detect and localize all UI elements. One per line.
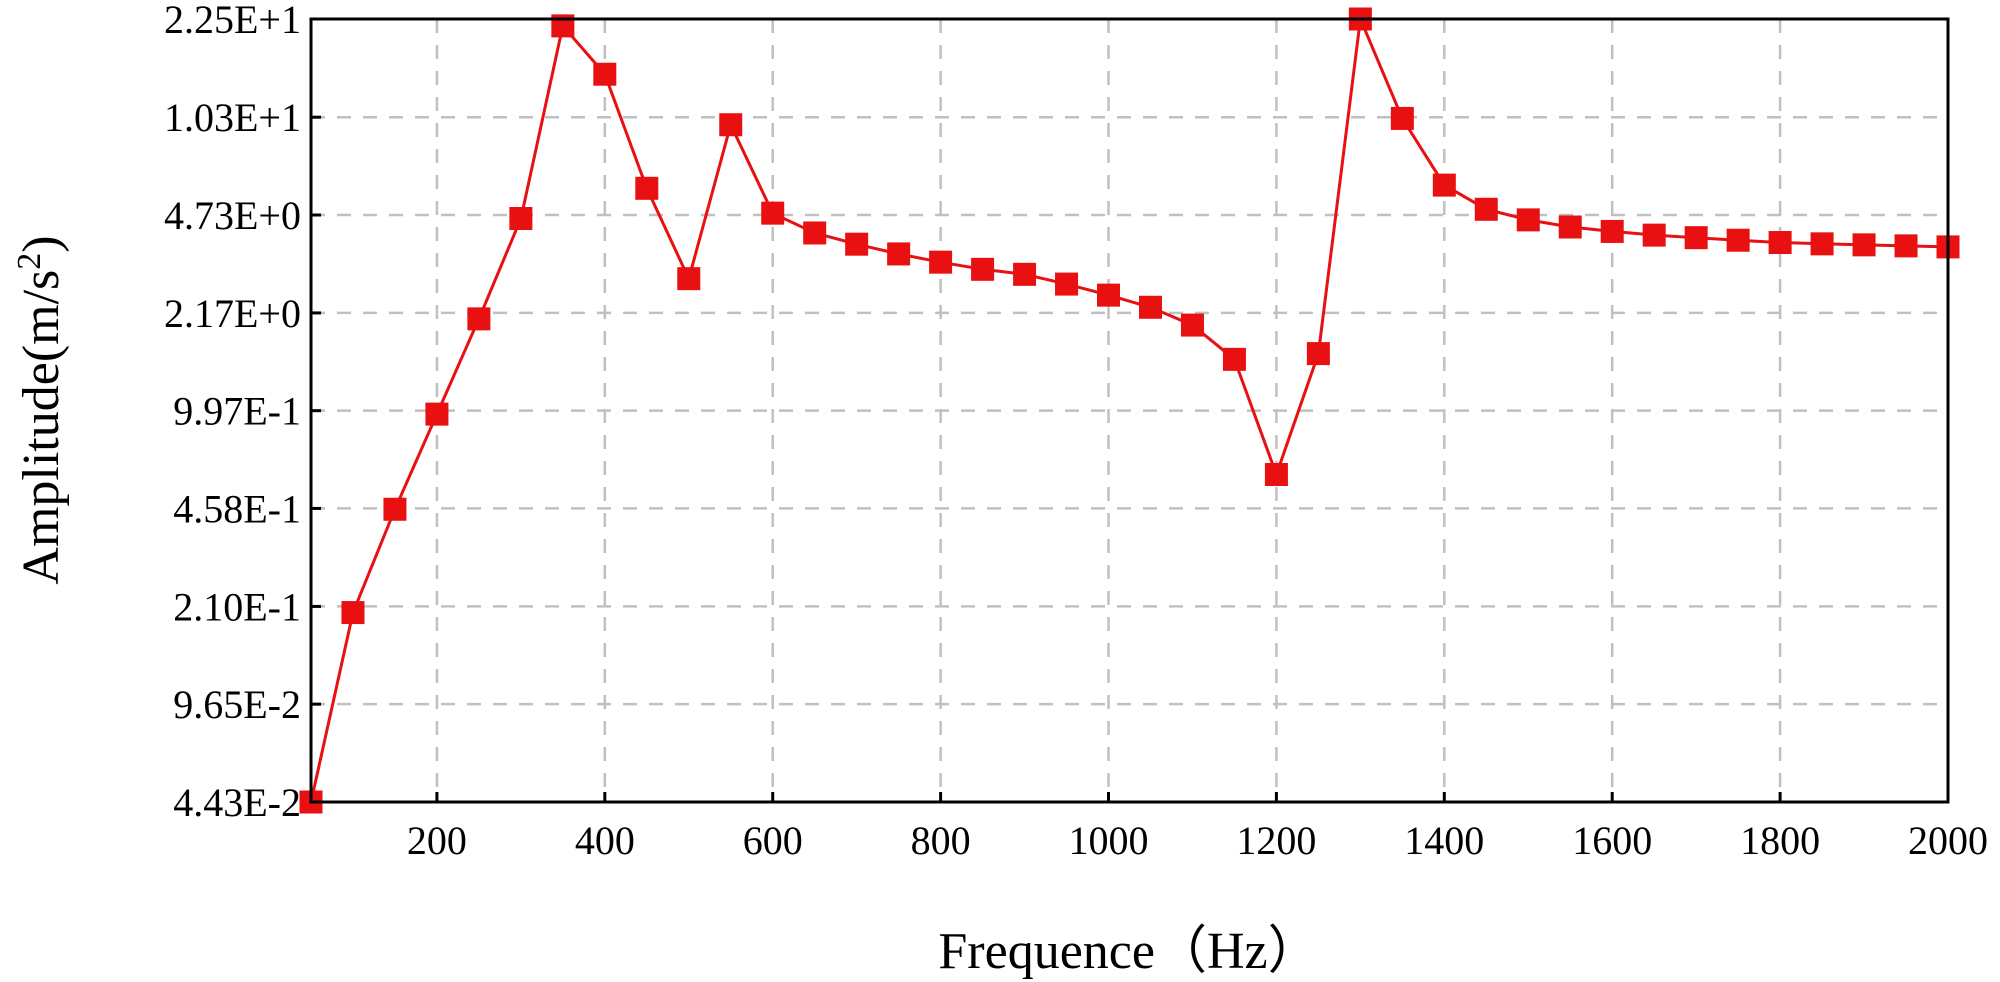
y-tick-label: 4.43E-2 [173,780,301,825]
data-point-marker [1726,228,1750,252]
data-point-marker [1097,283,1121,307]
series-line [309,13,1949,803]
x-tick-label: 1600 [1572,818,1652,863]
data-point-marker [1642,223,1666,247]
data-point-marker [1180,313,1204,337]
data-point-marker [1684,226,1708,250]
axis-ticks [311,17,1950,804]
x-tick-label: 1800 [1740,818,1820,863]
y-tick-label: 2.17E+0 [164,291,301,336]
data-point-marker [509,207,533,231]
x-tick-label: 400 [575,818,635,863]
data-point-marker [1516,208,1540,232]
grid-lines [311,19,1948,802]
data-point-marker [1852,233,1876,257]
y-axis-title-superscript: 2 [11,253,48,270]
y-tick-label: 2.10E-1 [173,584,301,629]
data-point-marker [1600,219,1624,243]
data-point-marker [467,307,491,331]
data-point-marker [1138,295,1162,319]
data-point-marker [1474,197,1498,221]
data-point-marker [425,402,449,426]
series-layer [299,7,1960,814]
x-tick-label: 200 [407,818,467,863]
y-axis-title: Amplitude(m/s2) [11,235,71,584]
y-tick-label: 9.97E-1 [173,389,301,434]
data-point-marker [1558,215,1582,239]
x-tick-label: 1400 [1404,818,1484,863]
data-point-marker [1264,462,1288,486]
data-point-marker [761,201,785,225]
data-point-marker [341,601,365,625]
data-point-marker [887,242,911,266]
data-point-marker [1894,234,1918,258]
y-tick-label: 4.73E+0 [164,193,301,238]
y-tick-label: 4.58E-1 [173,486,301,531]
x-axis-title: Frequence（Hz） [938,923,1319,980]
y-tick-label: 2.25E+1 [164,0,301,42]
data-point-marker [929,250,953,274]
y-tick-label: 9.65E-2 [173,682,301,727]
data-point-marker [1768,231,1792,255]
data-point-marker [1055,272,1079,296]
tick-labels: 200 400 600 800 1000 1200 1400 1600 1800 2000 4.43… [164,0,1988,863]
data-point-marker [1390,106,1414,130]
x-tick-label: 600 [743,818,803,863]
data-point-marker [635,176,659,200]
data-point-marker [593,62,617,86]
data-point-marker [1810,232,1834,256]
x-tick-label: 1000 [1069,818,1149,863]
data-point-marker [1222,347,1246,371]
data-point-marker [383,497,407,521]
data-point-marker [971,257,995,281]
data-point-marker [719,113,743,137]
x-tick-label: 1200 [1236,818,1316,863]
x-tick-label: 2000 [1908,818,1988,863]
x-tick-label: 800 [911,818,971,863]
data-point-marker [1306,342,1330,366]
y-tick-label: 1.03E+1 [164,95,301,140]
data-point-marker [845,232,869,256]
data-point-marker [803,221,827,245]
data-point-marker [1013,262,1037,286]
data-point-marker [1432,173,1456,197]
y-axis-title-suffix: ) [13,235,70,252]
data-point-marker [677,267,701,291]
y-axis-title-main: Amplitude(m/s [13,270,70,585]
